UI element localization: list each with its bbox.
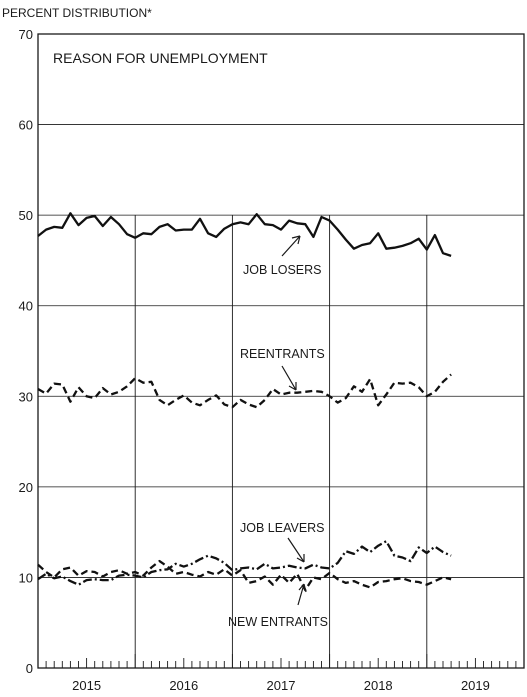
arrow-new-entrants xyxy=(297,583,307,606)
y-axis-label: PERCENT DISTRIBUTION* xyxy=(2,6,152,20)
arrow-job-losers xyxy=(281,235,301,257)
x-tick-label: 2016 xyxy=(169,678,198,693)
x-tick-label: 2019 xyxy=(461,678,490,693)
x-ticks xyxy=(37,654,525,668)
grid-lines xyxy=(38,124,524,578)
arrow-job-leavers xyxy=(287,537,305,563)
series-label-job-losers: JOB LOSERS xyxy=(243,263,322,277)
x-tick-labels: 2015 2016 2017 2018 2019 xyxy=(72,678,490,693)
series-lines xyxy=(37,212,452,592)
series-label-reentrants: REENTRANTS xyxy=(240,347,325,361)
y-tick-labels: 0 10 20 30 40 50 60 70 xyxy=(19,27,33,676)
series-label-new-entrants: NEW ENTRANTS xyxy=(228,615,328,629)
chart-title: REASON FOR UNEMPLOYMENT xyxy=(53,50,268,66)
series-line-2 xyxy=(37,540,452,586)
x-tick-label: 2017 xyxy=(267,678,296,693)
y-tick-label: 20 xyxy=(19,480,33,495)
series-line-0 xyxy=(37,212,452,257)
y-tick-label: 40 xyxy=(19,299,33,314)
y-tick-label: 0 xyxy=(26,661,33,676)
arrow-reentrants xyxy=(281,365,297,391)
y-tick-label: 30 xyxy=(19,389,33,404)
x-tick-label: 2018 xyxy=(364,678,393,693)
y-tick-label: 50 xyxy=(19,208,33,223)
series-line-3 xyxy=(37,559,452,592)
series-label-job-leavers: JOB LEAVERS xyxy=(240,521,325,535)
y-tick-label: 10 xyxy=(19,570,33,585)
series-line-1 xyxy=(37,373,452,409)
y-tick-label: 70 xyxy=(19,27,33,42)
x-tick-label: 2015 xyxy=(72,678,101,693)
year-boundary-lines xyxy=(134,215,428,668)
y-tick-label: 60 xyxy=(19,118,33,133)
